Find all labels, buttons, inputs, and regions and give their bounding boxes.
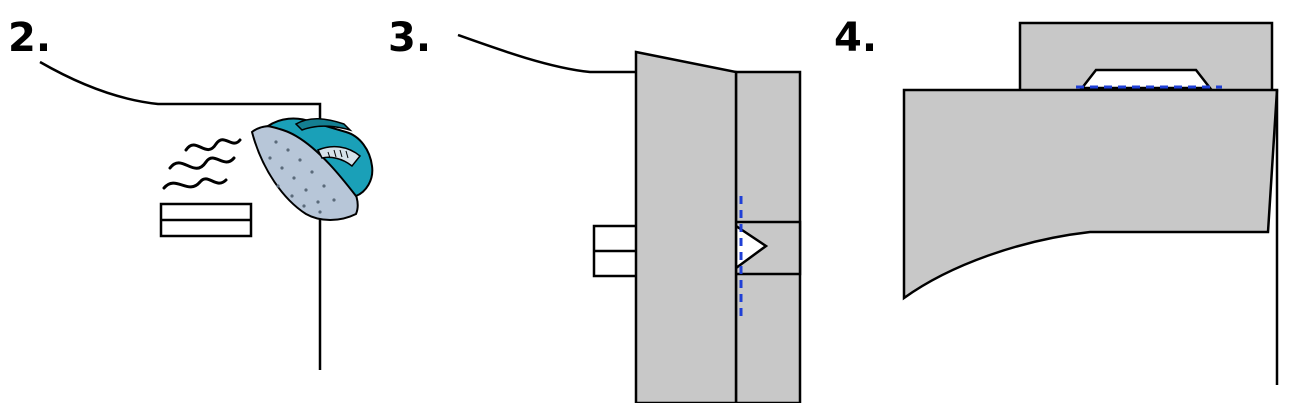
pressed-piece xyxy=(159,202,253,238)
panel-4 xyxy=(902,21,1279,385)
front-fabric xyxy=(634,50,738,403)
tab-piece xyxy=(592,224,640,278)
garment-outline xyxy=(457,33,636,74)
panel-3 xyxy=(457,33,802,403)
front-fabric xyxy=(902,88,1279,301)
step-3-label: 3. xyxy=(388,15,432,61)
step-4-label: 4. xyxy=(834,15,878,61)
trapezoid-piece xyxy=(1079,68,1213,90)
iron-icon xyxy=(250,117,374,221)
panel-2 xyxy=(39,60,374,370)
steam-icon xyxy=(162,138,242,190)
step-2-label: 2. xyxy=(8,15,52,61)
garment-outline xyxy=(39,60,322,370)
